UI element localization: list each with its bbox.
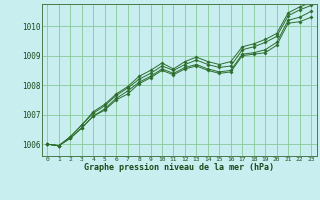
X-axis label: Graphe pression niveau de la mer (hPa): Graphe pression niveau de la mer (hPa) (84, 163, 274, 172)
